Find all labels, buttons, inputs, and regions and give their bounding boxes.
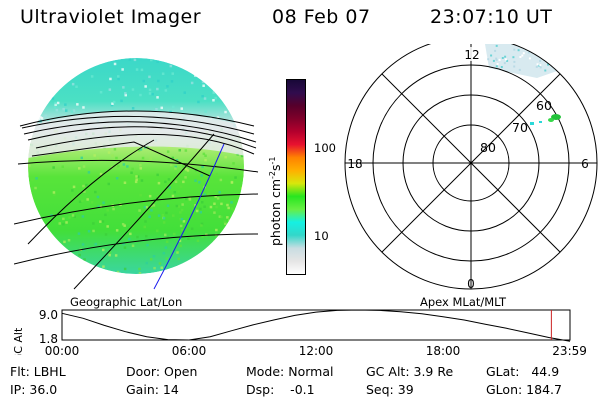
xtick-label: 18:00 bbox=[426, 344, 461, 355]
colorbar bbox=[286, 79, 306, 275]
glon-info: GLon: 184.7 bbox=[486, 382, 562, 397]
geographic-grid bbox=[14, 110, 259, 290]
filter-info: Flt: LBHL bbox=[10, 364, 66, 379]
time-label: 23:07:10 UT bbox=[430, 6, 553, 28]
polar-mlt-plot: 12 18 6 0 60 70 80 bbox=[344, 44, 598, 291]
colorbar-tick-10: 10 bbox=[314, 229, 329, 243]
mlat-label-60: 60 bbox=[536, 98, 552, 113]
altitude-series-line bbox=[61, 309, 571, 342]
glat-info: GLat: 44.9 bbox=[486, 364, 560, 379]
xtick-label: 12:00 bbox=[299, 344, 334, 355]
date-label: 08 Feb 07 bbox=[272, 6, 371, 28]
door-info: Door: Open bbox=[126, 364, 198, 379]
polar-emission-spots bbox=[530, 114, 561, 125]
xtick-label: 06:00 bbox=[172, 344, 207, 355]
mlat-label-80: 80 bbox=[480, 140, 496, 155]
ytick-label-max: 9.0 bbox=[39, 308, 58, 322]
polar-aurora-patch bbox=[485, 44, 577, 78]
mode-info: Mode: Normal bbox=[246, 364, 334, 379]
colorbar-tick-100: 100 bbox=[314, 141, 336, 155]
mlt-label-12: 12 bbox=[464, 48, 479, 62]
polar-meridian-diag-2 bbox=[381, 73, 561, 253]
seq-info: Seq: 39 bbox=[366, 382, 414, 397]
gain-info: Gain: 14 bbox=[126, 382, 179, 397]
mlat-label-70: 70 bbox=[512, 120, 528, 135]
ip-info: IP: 36.0 bbox=[10, 382, 58, 397]
xtick-label: 23:59 bbox=[552, 344, 587, 355]
disk-background bbox=[28, 58, 244, 274]
altitude-timeline-chart: GC Alt 9.0 1.8 00:00 06:00 12:00 18:00 23:59 bbox=[12, 308, 587, 355]
mlt-label-18: 18 bbox=[347, 157, 362, 171]
mlt-label-0: 0 bbox=[467, 277, 475, 291]
instrument-title: Ultraviolet Imager bbox=[20, 6, 202, 28]
polar-caption: Apex MLat/MLT bbox=[420, 295, 507, 309]
terminator-line bbox=[153, 143, 225, 290]
colorbar-unit-label: photon cm-2s-1 bbox=[268, 156, 284, 246]
chart-frame bbox=[61, 309, 571, 341]
ytick-label-min: 1.8 bbox=[39, 332, 58, 346]
mlt-label-6: 6 bbox=[581, 157, 589, 171]
chart-ylabel: GC Alt bbox=[12, 327, 25, 355]
geographic-caption: Geographic Lat/Lon bbox=[70, 295, 183, 309]
geographic-image bbox=[14, 58, 259, 290]
gc-alt-info: GC Alt: 3.9 Re bbox=[366, 364, 454, 379]
xtick-label: 00:00 bbox=[45, 344, 80, 355]
dsp-info: Dsp: -0.1 bbox=[246, 382, 315, 397]
